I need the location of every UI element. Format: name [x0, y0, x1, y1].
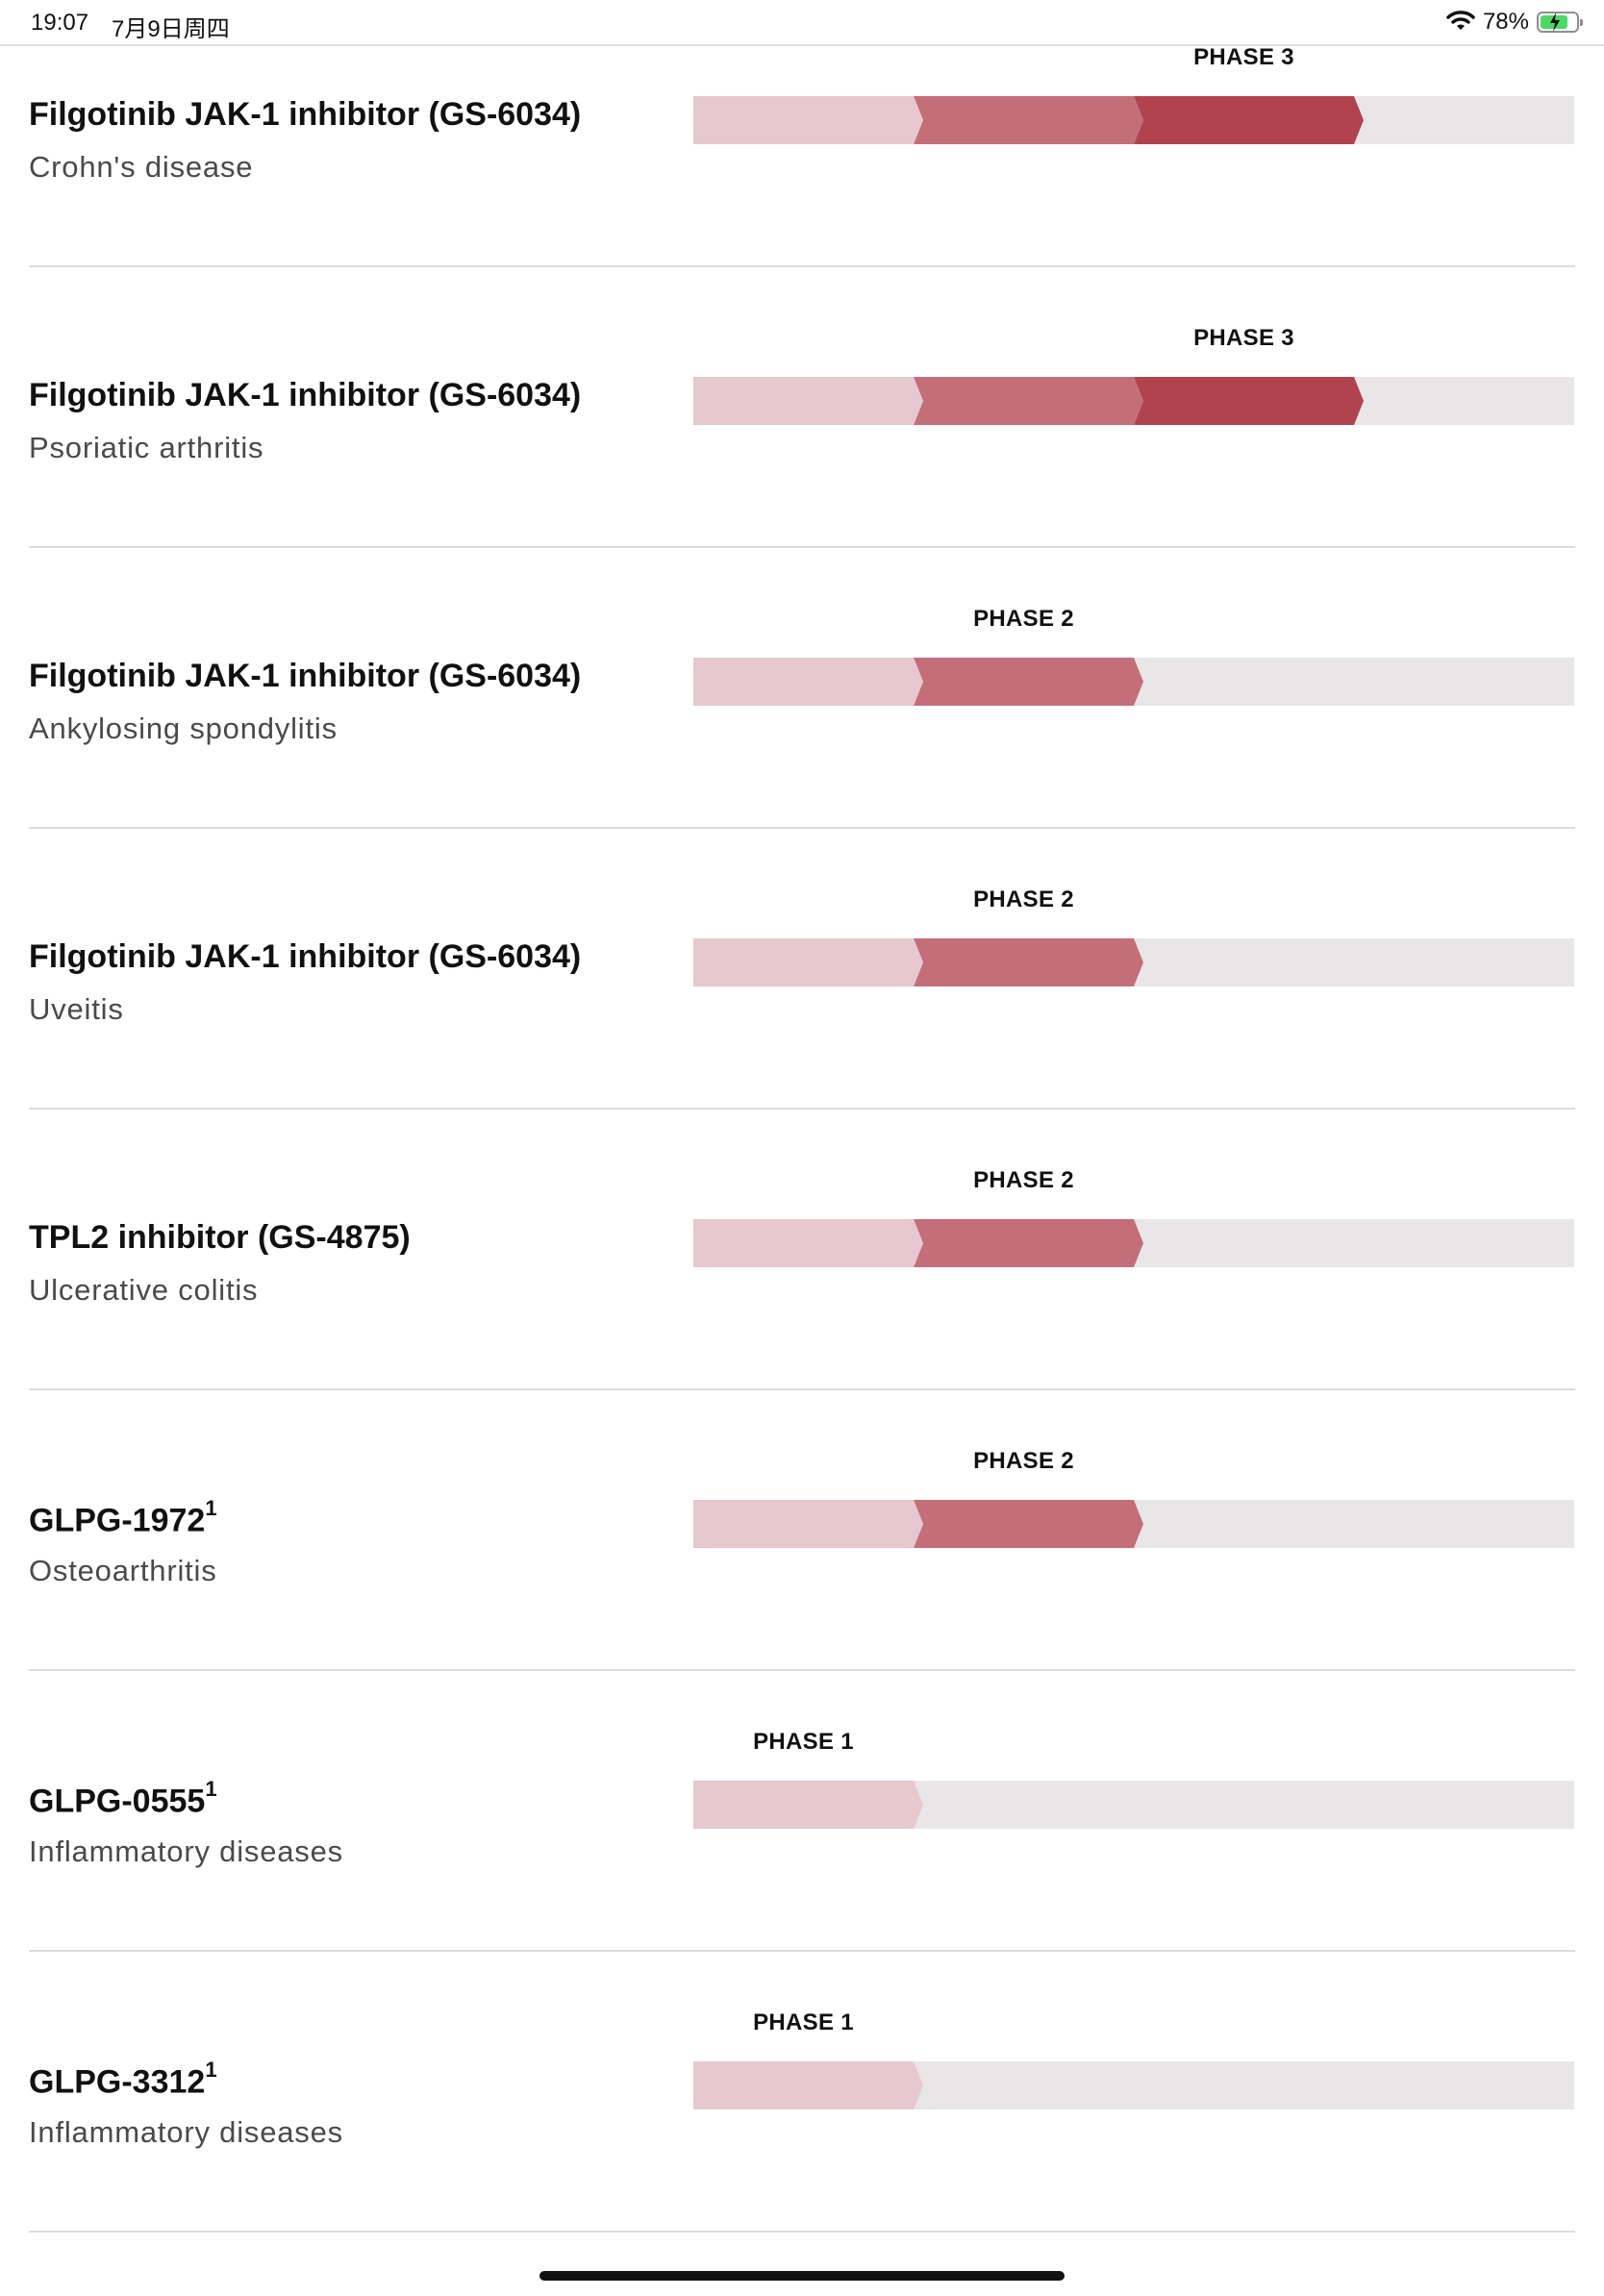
indication: Crohn's disease — [29, 150, 254, 184]
row-divider — [29, 1950, 1575, 1952]
drug-name-text: Filgotinib JAK-1 inhibitor (GS-6034) — [29, 938, 582, 975]
pipeline-row: PHASE 1 GLPG-05551 Inflammatory diseases — [0, 1729, 1604, 2009]
phase-label: PHASE 1 — [753, 1729, 854, 1755]
phase-2-segment — [914, 1500, 1143, 1548]
phase-2-segment — [914, 938, 1143, 986]
phase-1-segment — [693, 1781, 923, 1829]
phase-label: PHASE 3 — [1193, 325, 1294, 351]
pipeline-row: PHASE 3 Filgotinib JAK-1 inhibitor (GS-60… — [0, 44, 1604, 325]
row-divider — [29, 827, 1575, 829]
drug-name: GLPG-05551 — [29, 1777, 217, 1820]
indication: Ulcerative colitis — [29, 1273, 259, 1307]
phase-label: PHASE 3 — [1193, 44, 1294, 70]
phase-3-segment — [1134, 377, 1364, 425]
status-bar: 19:07 7月9日周四 78% — [0, 0, 1604, 46]
drug-name: Filgotinib JAK-1 inhibitor (GS-6034) — [29, 658, 581, 695]
status-time: 19:07 — [31, 10, 89, 36]
phase-label: PHASE 2 — [973, 1167, 1074, 1193]
drug-name-text: Filgotinib JAK-1 inhibitor (GS-6034) — [29, 377, 582, 413]
phase-2-segment — [914, 658, 1143, 706]
phase-progress-track — [693, 658, 1574, 706]
phase-progress-track — [693, 1500, 1574, 1548]
row-divider — [29, 2231, 1575, 2233]
drug-name-text: Filgotinib JAK-1 inhibitor (GS-6034) — [29, 96, 582, 133]
footnote-marker: 1 — [205, 2058, 217, 2082]
phase-label: PHASE 2 — [973, 886, 1074, 912]
indication: Osteoarthritis — [29, 1554, 217, 1587]
status-right: 78% — [1446, 8, 1583, 37]
phase-3-segment — [1134, 96, 1364, 144]
row-divider — [29, 1669, 1575, 1671]
phase-1-segment — [693, 96, 923, 144]
phase-progress-track — [693, 96, 1574, 144]
pipeline-row: PHASE 2 Filgotinib JAK-1 inhibitor (GS-60… — [0, 606, 1604, 886]
row-divider — [29, 546, 1575, 548]
phase-progress-track — [693, 1219, 1574, 1267]
drug-name: Filgotinib JAK-1 inhibitor (GS-6034) — [29, 96, 581, 134]
drug-name: Filgotinib JAK-1 inhibitor (GS-6034) — [29, 377, 581, 414]
phase-1-segment — [693, 2061, 923, 2109]
drug-name-text: GLPG-0555 — [29, 1783, 206, 1820]
footnote-marker: 1 — [205, 1496, 217, 1520]
drug-name-text: TPL2 inhibitor (GS-4875) — [29, 1219, 411, 1256]
phase-1-segment — [693, 1500, 923, 1548]
phase-progress-track — [693, 938, 1574, 986]
phase-1-segment — [693, 1219, 923, 1267]
home-indicator[interactable] — [539, 2271, 1065, 2281]
phase-1-segment — [693, 377, 923, 425]
indication: Inflammatory diseases — [29, 1834, 343, 1868]
row-divider — [29, 265, 1575, 267]
phase-progress-track — [693, 2061, 1574, 2109]
phase-progress-track — [693, 377, 1574, 425]
footnote-marker: 1 — [205, 1777, 217, 1801]
status-date: 7月9日周四 — [112, 16, 230, 42]
indication: Psoriatic arthritis — [29, 431, 264, 464]
indication: Uveitis — [29, 992, 124, 1026]
drug-name: GLPG-33121 — [29, 2058, 217, 2101]
phase-label: PHASE 2 — [973, 606, 1074, 632]
bolt-icon — [1548, 12, 1562, 37]
drug-name-text: GLPG-1972 — [29, 1502, 206, 1539]
pipeline-row: PHASE 1 GLPG-33121 Inflammatory diseases — [0, 2009, 1604, 2290]
drug-name-text: GLPG-3312 — [29, 2063, 206, 2101]
wifi-icon — [1446, 9, 1475, 37]
drug-name: Filgotinib JAK-1 inhibitor (GS-6034) — [29, 938, 581, 976]
phase-2-segment — [914, 96, 1143, 144]
drug-name: GLPG-19721 — [29, 1496, 217, 1539]
battery-percent: 78% — [1482, 9, 1529, 35]
pipeline-row: PHASE 2 Filgotinib JAK-1 inhibitor (GS-60… — [0, 886, 1604, 1167]
indication: Ankylosing spondylitis — [29, 711, 338, 745]
phase-label: PHASE 1 — [753, 2009, 854, 2035]
battery-charging-icon — [1537, 12, 1583, 33]
drug-name-text: Filgotinib JAK-1 inhibitor (GS-6034) — [29, 658, 582, 694]
pipeline-row: PHASE 2 TPL2 inhibitor (GS-4875) Ulcerativ… — [0, 1167, 1604, 1448]
phase-1-segment — [693, 938, 923, 986]
phase-2-segment — [914, 377, 1143, 425]
pipeline-row: PHASE 2 GLPG-19721 Osteoarthritis — [0, 1448, 1604, 1729]
phase-progress-track — [693, 1781, 1574, 1829]
phase-label: PHASE 2 — [973, 1448, 1074, 1474]
row-divider — [29, 1388, 1575, 1390]
indication: Inflammatory diseases — [29, 2115, 343, 2149]
row-divider — [29, 1108, 1575, 1110]
drug-name: TPL2 inhibitor (GS-4875) — [29, 1219, 411, 1257]
phase-2-segment — [914, 1219, 1143, 1267]
phase-1-segment — [693, 658, 923, 706]
pipeline-row: PHASE 3 Filgotinib JAK-1 inhibitor (GS-60… — [0, 325, 1604, 606]
